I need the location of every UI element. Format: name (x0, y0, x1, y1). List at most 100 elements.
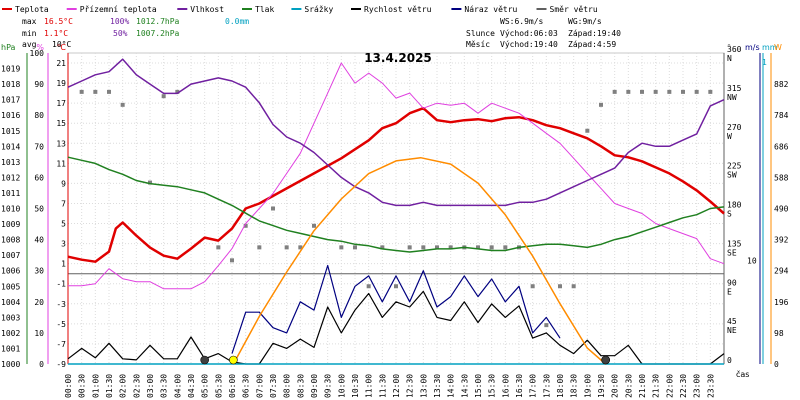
info-moon-set: Západ:4:59 (568, 40, 616, 49)
stats-avg-label: avg (22, 40, 37, 49)
pressure-line (67, 156, 725, 253)
x-tick-label: 22:30 (679, 374, 688, 398)
wind-direction-dot (530, 284, 535, 289)
info-ws: WS:6.9m/s (500, 17, 544, 26)
wind-direction-dot (216, 245, 221, 250)
wind-direction-dot (79, 89, 84, 94)
pressure-tick-label: 1018 (1, 80, 20, 89)
wind-direction-dot (298, 245, 303, 250)
x-tick-label: 18:30 (570, 374, 579, 398)
temperature-tick-label: 19 (56, 79, 66, 88)
solar-tick-label: 294 (774, 267, 789, 276)
direction-tick-label: 225 (727, 162, 742, 171)
wind-direction-dot (599, 102, 603, 107)
wind-direction-dot (230, 258, 234, 263)
direction-tick-label: 90 (727, 278, 737, 287)
compass-label: E (727, 287, 732, 296)
wind-direction-dot (585, 128, 590, 133)
solar-tick-label: 686 (774, 142, 789, 151)
x-tick-label: 16:30 (515, 374, 524, 398)
wind-direction-dot (148, 180, 152, 185)
humidity-tick-label: 80 (34, 111, 44, 120)
wind-direction-dot (640, 89, 644, 94)
wind-direction-dot (694, 89, 699, 94)
wind-direction-dot (503, 245, 508, 250)
wind-direction-dot (489, 245, 494, 250)
x-tick-label: 21:00 (638, 374, 647, 398)
wind-direction-dot (353, 245, 357, 250)
compass-label: SW (727, 171, 737, 180)
x-tick-label: 02:30 (132, 374, 141, 398)
info-wg: WG:9m/s (568, 17, 602, 26)
x-tick-label: 21:30 (652, 374, 661, 398)
x-tick-label: 03:00 (146, 374, 155, 398)
direction-axis-label: ° (727, 43, 731, 52)
x-tick-label: 06:00 (228, 374, 237, 398)
humidity-tick-label: 40 (34, 236, 44, 245)
x-tick-label: 23:00 (693, 374, 702, 398)
stats-hum-min: 50% (113, 29, 128, 38)
rain-axis-label: mm (762, 43, 778, 52)
x-tick-label: 00:00 (64, 374, 73, 398)
x-tick-label: 07:00 (255, 374, 264, 398)
humidity-tick-label: 100 (30, 49, 45, 58)
humidity-tick-label: 30 (34, 267, 44, 276)
pressure-tick-label: 1014 (1, 142, 20, 151)
wind-direction-dot (407, 245, 412, 250)
wind-direction-dot (448, 245, 453, 250)
legend-item-label: Náraz větru (464, 5, 517, 14)
pressure-tick-label: 1013 (1, 158, 20, 167)
compass-label: W (727, 132, 732, 141)
solar-tick-label: 98 (774, 329, 784, 338)
legend-item-label: Rychlost větru (364, 5, 432, 14)
ground-temperature-line (68, 62, 725, 290)
info-moon-label: Měsíc (466, 40, 490, 49)
wind-direction-dot (161, 94, 166, 99)
temperature-line (67, 106, 725, 263)
x-tick-label: 03:30 (160, 374, 169, 398)
info-sun-rise: Východ:06:03 (500, 29, 558, 38)
humidity-tick-label: 20 (34, 298, 44, 307)
x-tick-label: 08:30 (296, 374, 305, 398)
stats-hum-max: 100% (110, 17, 129, 26)
wind-axis-label: m/s (745, 43, 760, 52)
direction-tick-label: 45 (727, 317, 737, 326)
pressure-tick-label: 1001 (1, 344, 20, 353)
temperature-tick-label: 1 (61, 260, 66, 269)
x-tick-label: 07:30 (269, 374, 278, 398)
pressure-tick-label: 1004 (1, 298, 20, 307)
pressure-tick-label: 1019 (1, 65, 20, 74)
wind-speed-line (67, 290, 725, 365)
pressure-tick-label: 1012 (1, 173, 20, 182)
temperature-tick-label: 15 (56, 119, 66, 128)
x-tick-label: 04:00 (173, 374, 182, 398)
wind-direction-dot (558, 284, 562, 289)
temperature-tick-label: -1 (56, 280, 66, 289)
x-tick-label: 01:00 (91, 374, 100, 398)
x-tick-label: 18:00 (556, 374, 565, 398)
x-tick-label: 04:30 (187, 374, 196, 398)
info-sun-label: Slunce (466, 29, 495, 38)
x-tick-label: 00:30 (78, 374, 87, 398)
wind-direction-dot (120, 102, 125, 107)
temperature-tick-label: 13 (56, 139, 66, 148)
x-tick-label: 01:30 (105, 374, 114, 398)
wind-gust-line (231, 264, 561, 354)
wind-direction-dot (435, 245, 439, 250)
direction-tick-label: 360 (727, 45, 742, 54)
wind-direction-dot (312, 223, 316, 228)
x-tick-label: 22:00 (665, 374, 674, 398)
x-tick-label: 08:00 (283, 374, 292, 398)
temperature-tick-label: 7 (61, 199, 66, 208)
x-tick-label: 12:30 (406, 374, 415, 398)
moonrise-icon (601, 355, 610, 365)
wind-direction-dot (421, 245, 426, 250)
solar-radiation-line (232, 156, 607, 365)
wind-direction-dot (544, 323, 549, 328)
humidity-tick-label: 70 (34, 142, 44, 151)
stats-panel: max min avg 16.5°C 1.1°C 10°C 100% 50% 1… (22, 17, 249, 49)
pressure-tick-label: 1015 (1, 127, 20, 136)
x-tick-label: 20:30 (624, 374, 633, 398)
humidity-tick-label: 0 (39, 360, 44, 369)
